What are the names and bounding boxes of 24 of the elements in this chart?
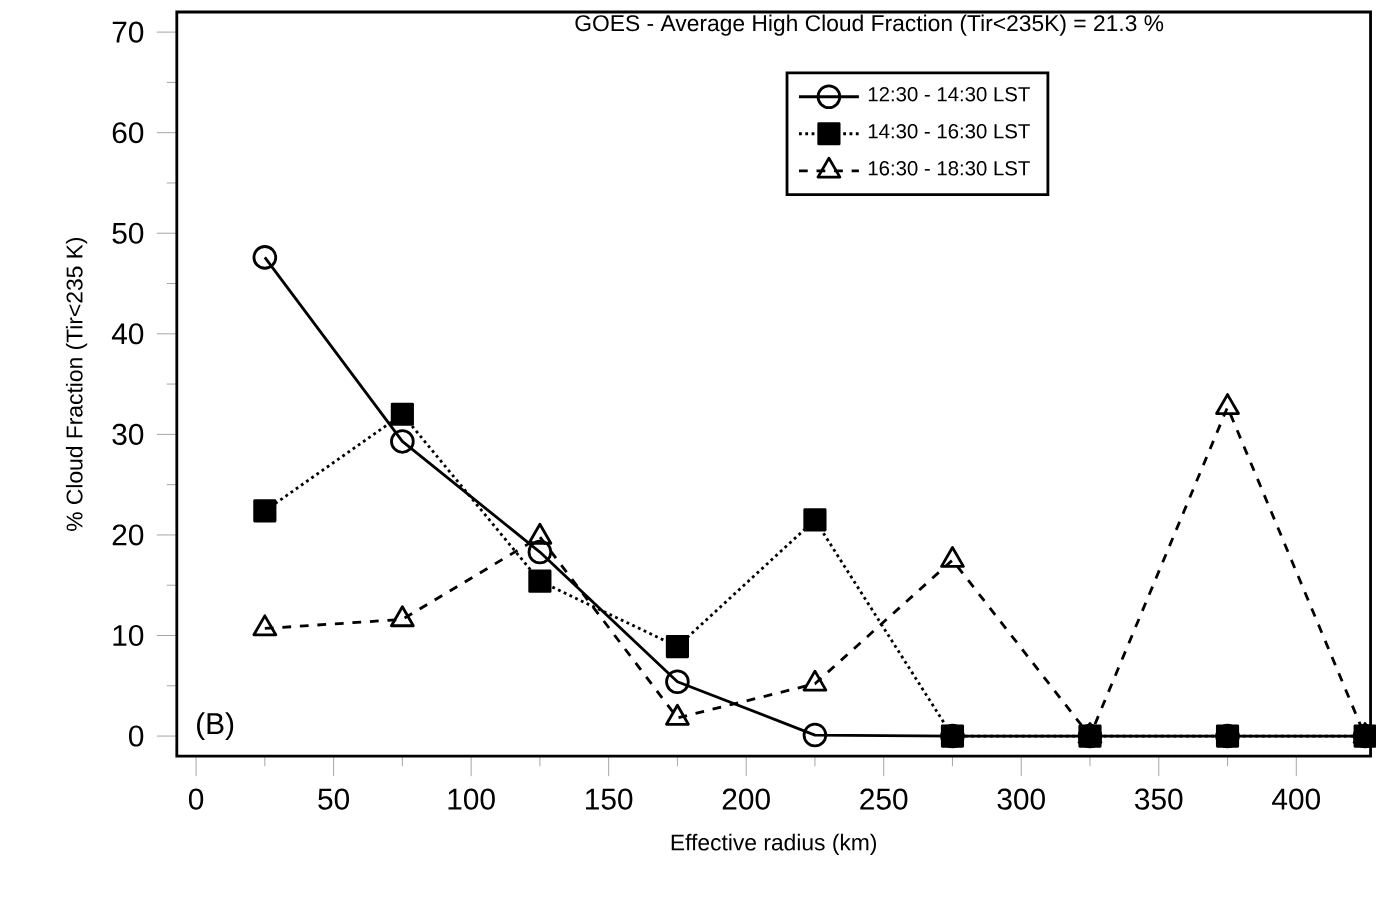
x-tick-label: 250: [860, 788, 908, 810]
x-tick-label: 300: [997, 788, 1045, 810]
legend-label: 14:30 - 16:30 LST: [868, 124, 1030, 139]
x-axis-title: Effective radius (km): [671, 833, 876, 856]
y-axis-title: % Cloud Fraction (Tir<235 K): [65, 237, 88, 531]
x-tick-label: 350: [1135, 788, 1183, 810]
annotation: (B): [197, 712, 234, 741]
y-tick-label: 50: [112, 222, 144, 244]
x-tick-label: 100: [448, 788, 495, 810]
x-tick-label: 200: [722, 788, 770, 810]
legend-label: 12:30 - 14:30 LST: [868, 86, 1030, 102]
legend-label: 16:30 - 18:30 LST: [868, 161, 1030, 176]
y-tick-label: 70: [112, 21, 144, 43]
x-tick-label: 150: [586, 788, 633, 810]
x-tick-label: 400: [1272, 788, 1320, 810]
x-tick-label: 50: [318, 788, 350, 810]
y-tick-label: 10: [113, 624, 144, 647]
y-tick-label: 60: [112, 122, 144, 144]
chart-title: GOES - Average High Cloud Fraction (Tir<235K) = 21.3 %: [575, 14, 1164, 36]
x-tick-label: 0: [188, 788, 204, 810]
y-tick-label: 0: [128, 725, 144, 747]
y-tick-label: 30: [112, 423, 144, 445]
y-tick-label: 40: [111, 323, 144, 345]
y-tick-label: 20: [112, 524, 144, 546]
